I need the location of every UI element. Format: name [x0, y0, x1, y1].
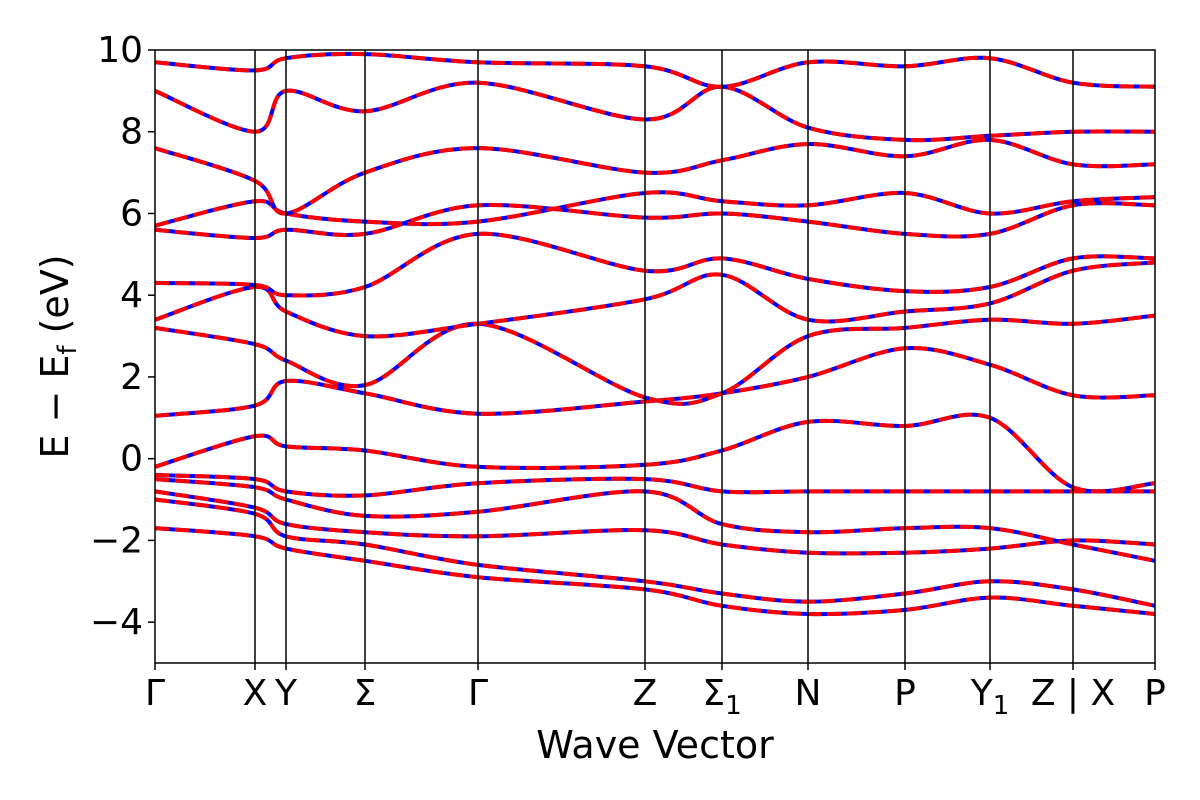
band-13-red: [155, 80, 1155, 143]
x-tick-label-9: Y1: [970, 673, 1010, 721]
y-tick-label-4: 2: [120, 357, 143, 398]
x-tick-label-2: Y: [274, 673, 298, 714]
y-axis-title-main: E − E: [33, 355, 77, 459]
x-tick-label-8: P: [894, 673, 916, 714]
y-axis-title: E − Ef (eV): [33, 254, 83, 458]
band-5-red: [155, 412, 1155, 494]
y-tick-label-6: −2: [90, 520, 143, 561]
band-6-red: [155, 346, 1155, 418]
kpoint-lines: [254, 50, 1074, 663]
band-14-red: [155, 51, 1155, 89]
y-ticks: 10 8 6 4 2 0 −2 −4: [90, 30, 155, 643]
band-7-red: [155, 313, 1155, 406]
x-tick-label-10: Z | X: [1031, 673, 1115, 714]
band-2-red: [155, 489, 1155, 556]
y-axis-title-sub: f: [53, 345, 83, 355]
y-tick-label-3: 4: [120, 275, 143, 316]
y-tick-label-2: 6: [120, 193, 143, 234]
y-tick-label-1: 8: [120, 112, 143, 153]
band-12-blue: [155, 137, 1155, 216]
y-tick-label-5: 0: [120, 439, 143, 480]
x-axis-title: Wave Vector: [536, 723, 774, 767]
bands-layer: [155, 51, 1155, 617]
plot-frame: [154, 49, 1156, 664]
band-12-red: [155, 137, 1155, 216]
x-tick-label-0: Γ: [145, 673, 165, 714]
x-tick-label-5: Z: [633, 673, 658, 714]
band-9-blue: [155, 231, 1155, 298]
band-3-red: [155, 477, 1155, 563]
band-1-red: [155, 526, 1155, 617]
x-ticks: Γ X Y Σ Γ Z Σ1 N P Y1 Z | X P: [145, 663, 1166, 721]
band-9-red: [155, 231, 1155, 298]
band-7-blue: [155, 313, 1155, 406]
x-tick-label-4: Γ: [468, 673, 488, 714]
x-tick-label-7: N: [795, 673, 822, 714]
y-tick-label-0: 10: [97, 30, 143, 71]
x-tick-label-11: P: [1144, 673, 1166, 714]
y-tick-label-7: −4: [90, 602, 143, 643]
x-tick-label-3: Σ: [354, 673, 377, 714]
x-tick-label-1: X: [243, 673, 268, 714]
y-axis-title-unit: (eV): [33, 254, 77, 345]
band-2-blue: [155, 489, 1155, 556]
x-tick-label-6: Σ1: [702, 673, 741, 721]
band-8-red: [155, 260, 1155, 339]
band-11-red: [155, 190, 1155, 228]
band-11-blue: [155, 190, 1155, 228]
band-13-blue: [155, 80, 1155, 143]
